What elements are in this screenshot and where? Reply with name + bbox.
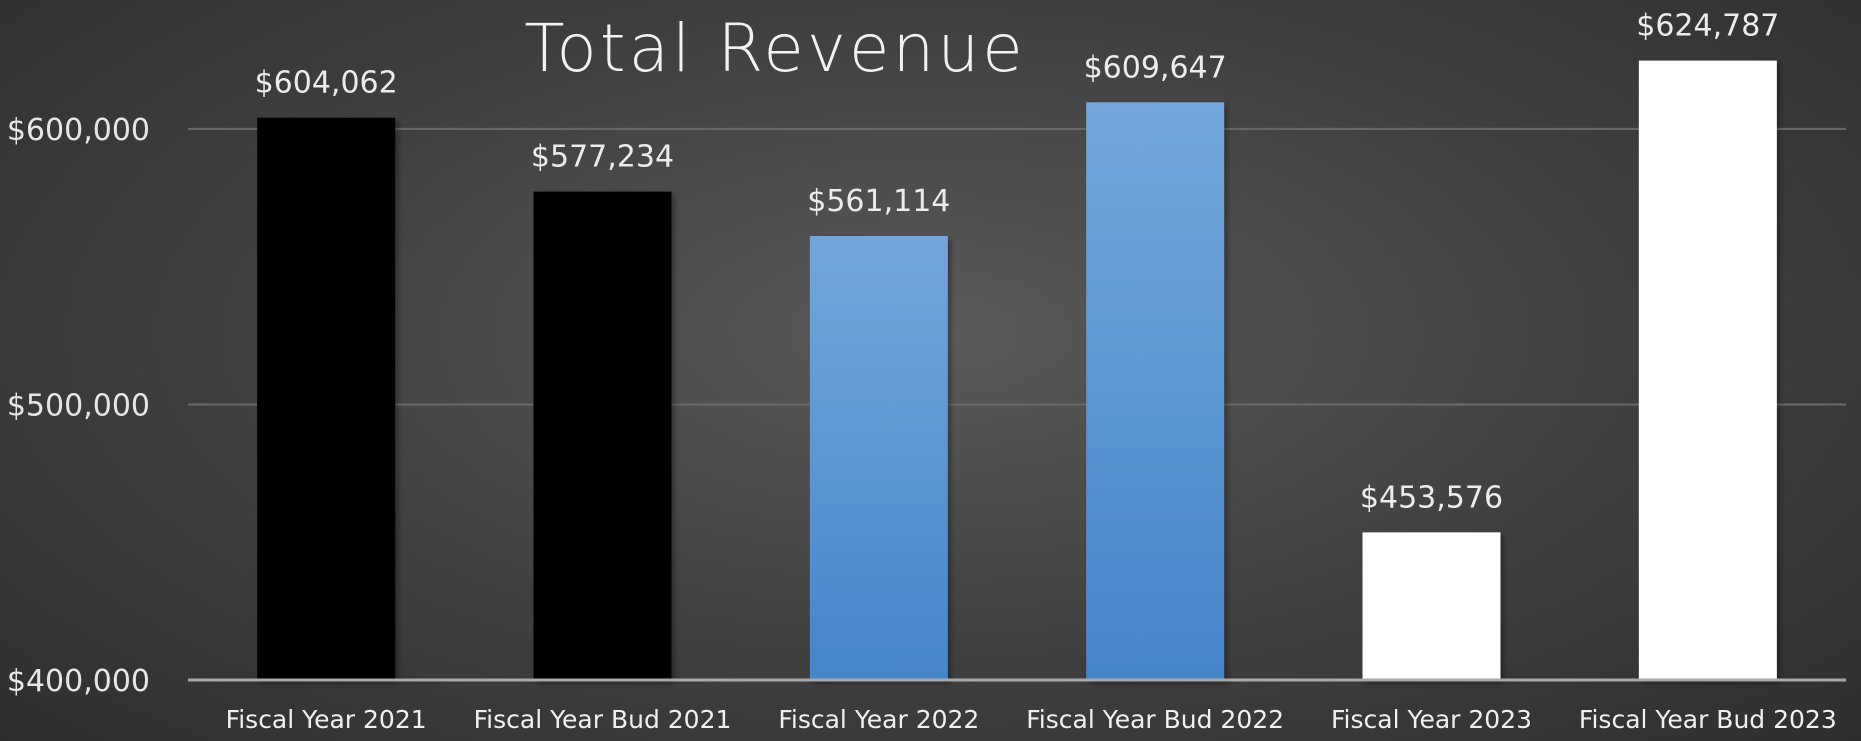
x-tick-label: Fiscal Year 2022 — [778, 705, 979, 734]
data-label: $624,787 — [1636, 9, 1779, 44]
x-tick-label: Fiscal Year 2021 — [226, 705, 427, 734]
data-label: $609,647 — [1084, 50, 1227, 85]
y-axis: $400,000 $500,000 $600,000 — [7, 113, 150, 699]
data-label: $453,576 — [1360, 480, 1503, 515]
x-axis: Fiscal Year 2021 Fiscal Year Bud 2021 Fisc… — [188, 678, 1846, 734]
bar — [1638, 60, 1777, 681]
bar — [533, 191, 672, 680]
data-label: $604,062 — [255, 66, 398, 101]
bars — [257, 60, 1777, 681]
x-tick-label: Fiscal Year 2023 — [1331, 705, 1532, 734]
bar — [257, 117, 396, 681]
bar — [809, 236, 948, 680]
x-tick-label: Fiscal Year Bud 2021 — [474, 705, 732, 734]
bar — [1362, 532, 1501, 680]
chart-title: Total Revenue — [524, 10, 1026, 87]
x-tick-label: Fiscal Year Bud 2022 — [1026, 705, 1284, 734]
data-label: $577,234 — [531, 140, 674, 175]
y-tick-label: $400,000 — [7, 664, 150, 699]
gridlines — [188, 127, 1846, 406]
data-labels: $604,062 $577,234 $561,114 $609,647 $453,576… — [255, 9, 1780, 516]
bar — [1086, 102, 1225, 681]
data-label: $561,114 — [807, 184, 950, 219]
y-tick-label: $600,000 — [7, 113, 150, 148]
y-tick-label: $500,000 — [7, 388, 150, 423]
x-tick-label: Fiscal Year Bud 2023 — [1579, 705, 1837, 734]
